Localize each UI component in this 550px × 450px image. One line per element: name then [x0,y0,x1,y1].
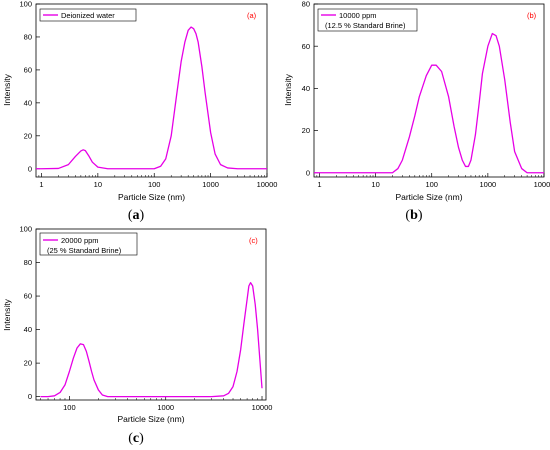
x-tick-label: 10 [94,180,102,189]
y-axis-title-a: Intensity [2,73,12,105]
series-line [40,281,263,398]
y-axis-title-c: Intensity [2,298,12,330]
panel-a: 0 20 40 60 80 100 1 10 100 1000 10000 Deionized w… [2,0,277,223]
panel-c: 0 20 40 60 80 100 100 1000 10000 20000 ppm (25 … [2,225,272,446]
x-tick-label: 1000 [202,180,219,189]
legend-sublabel-b: (12.5 % Standard Brine) [325,21,406,30]
legend-box-b [317,8,418,32]
x-tick-label: 1000 [157,403,174,412]
lines-a [36,26,267,170]
y-tick-label: 20 [302,126,310,135]
panel-b: 0 20 40 60 80 1 10 100 1000 10000 10000 ppm (12.… [283,0,550,223]
caption-c: (c) [128,431,144,446]
y-tick-label: 40 [302,84,310,93]
y-tick-label: 0 [28,164,32,173]
y-tick-label: 80 [24,33,32,42]
x-ticks-a: 1 10 100 1000 10000 [38,173,278,189]
y-tick-label: 60 [302,42,310,51]
y-tick-label: 100 [19,225,32,234]
y-tick-label: 80 [302,0,310,9]
y-tick-label: 80 [24,258,32,267]
x-ticks-c: 100 1000 10000 [40,396,272,412]
caption-b: (b) [405,208,422,223]
x-axis-title-c: Particle Size (nm) [117,414,184,424]
x-axis-title-a: Particle Size (nm) [118,192,185,202]
legend-label-b: 10000 ppm [339,11,377,20]
panel-label-c: (c) [249,236,258,245]
lines-b [314,32,544,174]
legend-box-a [39,8,137,22]
y-tick-label: 0 [306,168,310,177]
y-tick-label: 20 [24,131,32,140]
y-tick-label: 40 [24,325,32,334]
panel-label-b: (b) [527,11,537,20]
x-tick-label: 10000 [257,180,278,189]
lines-c [40,281,263,398]
y-tick-label: 20 [24,359,32,368]
panel-label-a: (a) [247,11,257,20]
x-tick-label: 1 [317,180,321,189]
legend-c: 20000 ppm (25 % Standard Brine) [39,232,138,256]
x-tick-label: 100 [63,403,76,412]
x-tick-label: 10000 [534,180,550,189]
legend-a: Deionized water [39,8,137,22]
x-tick-label: 10 [371,180,379,189]
x-tick-label: 100 [148,180,161,189]
x-tick-label: 1000 [480,180,497,189]
series-line [36,26,267,170]
legend-b: 10000 ppm (12.5 % Standard Brine) [317,8,418,32]
legend-label-c: 20000 ppm [61,236,99,245]
y-ticks-a: 0 20 40 60 80 100 [19,0,40,173]
y-ticks-c: 0 20 40 60 80 100 [19,225,40,401]
y-ticks-b: 0 20 40 60 80 [302,0,318,177]
legend-label-a: Deionized water [61,11,115,20]
y-tick-label: 60 [24,292,32,301]
y-tick-label: 0 [28,392,32,401]
legend-sublabel-c: (25 % Standard Brine) [47,246,122,255]
caption-a: (a) [128,208,145,223]
y-tick-label: 60 [24,66,32,75]
x-tick-label: 10000 [252,403,273,412]
legend-box-c [39,232,138,256]
x-axis-title-b: Particle Size (nm) [395,192,462,202]
plot-frame-a [35,3,268,178]
x-ticks-b: 1 10 100 1000 10000 [316,173,550,189]
x-tick-label: 1 [39,180,43,189]
x-tick-label: 100 [425,180,438,189]
y-tick-label: 100 [19,0,32,9]
y-axis-title-b: Intensity [283,73,293,105]
series-line [314,32,544,174]
y-tick-label: 40 [24,98,32,107]
